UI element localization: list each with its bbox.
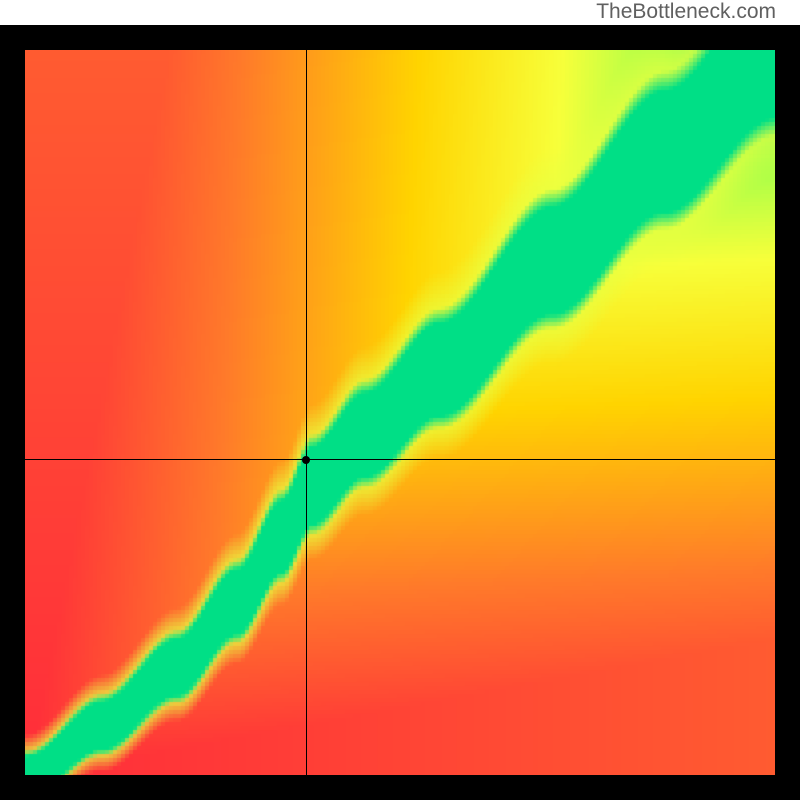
watermark-text: TheBottleneck.com [596,0,776,24]
crosshair-marker [302,456,310,464]
crosshair-vertical [306,50,307,775]
crosshair-horizontal [25,459,775,460]
bottleneck-heatmap [25,50,775,775]
